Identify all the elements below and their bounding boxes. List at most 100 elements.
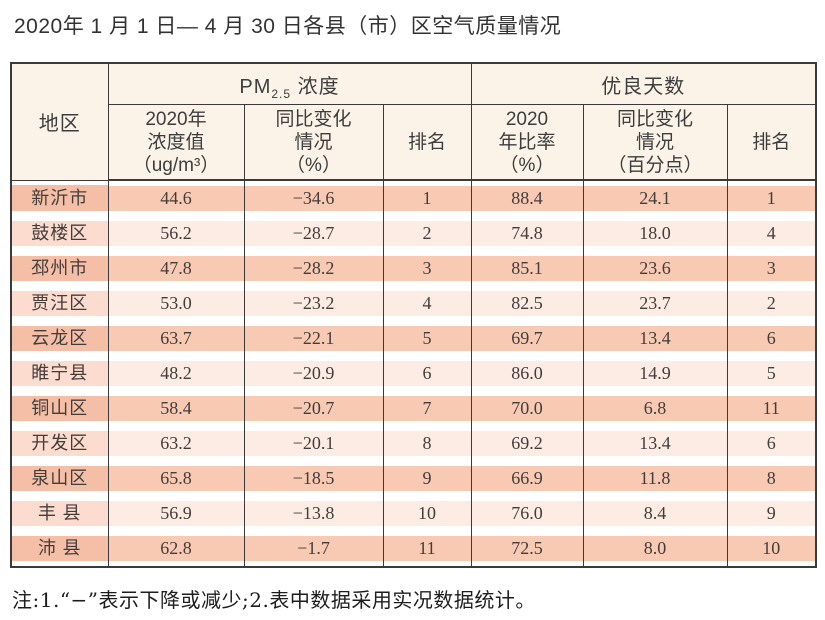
cell-good-rate: 69.7 xyxy=(470,321,584,356)
cell-good-change: 18.0 xyxy=(582,216,728,251)
cell-good-rate: 88.4 xyxy=(470,180,584,216)
cell-region: 泉山区 xyxy=(10,461,109,496)
cell-pm-change: −20.9 xyxy=(243,356,384,391)
cell-pm-rank: 10 xyxy=(382,496,472,531)
table-row: 沛 县 62.8 −1.7 11 72.5 8.0 10 xyxy=(10,531,817,567)
cell-good-change: 8.0 xyxy=(582,531,728,567)
cell-pm-change: −23.2 xyxy=(243,286,384,321)
table-row: 开发区 63.2 −20.1 8 69.2 13.4 6 xyxy=(10,426,817,461)
table-row: 贾汪区 53.0 −23.2 4 82.5 23.7 2 xyxy=(10,286,817,321)
cell-good-rank: 5 xyxy=(726,356,817,391)
cell-good-rate: 72.5 xyxy=(470,531,584,567)
cell-pm-change: −28.2 xyxy=(243,251,384,286)
cell-pm-rank: 8 xyxy=(382,426,472,461)
table-row: 邳州市 47.8 −28.2 3 85.1 23.6 3 xyxy=(10,251,817,286)
subheader-pm-yoy-change: 同比变化 情况 （%） xyxy=(243,104,384,181)
cell-pm-value: 56.9 xyxy=(107,496,245,531)
cell-pm-value: 62.8 xyxy=(107,531,245,567)
cell-region: 睢宁县 xyxy=(10,356,109,391)
cell-region: 丰 县 xyxy=(10,496,109,531)
cell-pm-value: 47.8 xyxy=(107,251,245,286)
cell-good-rank: 6 xyxy=(726,321,817,356)
cell-pm-change: −1.7 xyxy=(243,531,384,567)
cell-pm-rank: 3 xyxy=(382,251,472,286)
cell-region: 鼓楼区 xyxy=(10,216,109,251)
cell-pm-change: −13.8 xyxy=(243,496,384,531)
cell-good-rank: 11 xyxy=(726,391,817,426)
cell-pm-rank: 9 xyxy=(382,461,472,496)
cell-good-change: 24.1 xyxy=(582,180,728,216)
table-row: 睢宁县 48.2 −20.9 6 86.0 14.9 5 xyxy=(10,356,817,391)
cell-good-rate: 69.2 xyxy=(470,426,584,461)
cell-pm-rank: 7 xyxy=(382,391,472,426)
cell-pm-change: −22.1 xyxy=(243,321,384,356)
cell-pm-change: −34.6 xyxy=(243,180,384,216)
pm-label: PM xyxy=(239,75,272,98)
cell-pm-rank: 1 xyxy=(382,180,472,216)
cell-pm-rank: 5 xyxy=(382,321,472,356)
cell-region: 邳州市 xyxy=(10,251,109,286)
cell-pm-value: 63.2 xyxy=(107,426,245,461)
cell-good-rate: 85.1 xyxy=(470,251,584,286)
pm-label-suffix: 浓度 xyxy=(291,75,340,98)
cell-good-change: 13.4 xyxy=(582,321,728,356)
cell-pm-value: 56.2 xyxy=(107,216,245,251)
cell-good-change: 13.4 xyxy=(582,426,728,461)
cell-pm-rank: 4 xyxy=(382,286,472,321)
cell-pm-rank: 6 xyxy=(382,356,472,391)
cell-good-rate: 76.0 xyxy=(470,496,584,531)
table-row: 泉山区 65.8 −18.5 9 66.9 11.8 8 xyxy=(10,461,817,496)
cell-good-change: 14.9 xyxy=(582,356,728,391)
cell-pm-value: 65.8 xyxy=(107,461,245,496)
cell-pm-value: 53.0 xyxy=(107,286,245,321)
cell-region: 沛 县 xyxy=(10,531,109,567)
cell-pm-rank: 2 xyxy=(382,216,472,251)
subheader-good-yoy-change: 同比变化 情况 （百分点） xyxy=(582,104,728,181)
subheader-pm-rank: 排名 xyxy=(382,104,472,181)
cell-pm-rank: 11 xyxy=(382,531,472,567)
table-row: 丰 县 56.9 −13.8 10 76.0 8.4 9 xyxy=(10,496,817,531)
subheader-good-rate: 2020 年比率 （%） xyxy=(470,104,584,181)
cell-good-rank: 3 xyxy=(726,251,817,286)
cell-good-rank: 8 xyxy=(726,461,817,496)
cell-region: 开发区 xyxy=(10,426,109,461)
header-region: 地区 xyxy=(10,63,109,181)
table-row: 云龙区 63.7 −22.1 5 69.7 13.4 6 xyxy=(10,321,817,356)
cell-good-rank: 9 xyxy=(726,496,817,531)
cell-region: 贾汪区 xyxy=(10,286,109,321)
cell-good-change: 11.8 xyxy=(582,461,728,496)
cell-region: 新沂市 xyxy=(10,180,109,216)
cell-good-rate: 70.0 xyxy=(470,391,584,426)
cell-pm-value: 58.4 xyxy=(107,391,245,426)
group-header-row: 地区 PM2.5 浓度 优良天数 xyxy=(10,63,817,181)
header-good-days-group: 优良天数 xyxy=(470,63,817,105)
cell-good-change: 8.4 xyxy=(582,496,728,531)
table-row: 鼓楼区 56.2 −28.7 2 74.8 18.0 4 xyxy=(10,216,817,251)
cell-good-change: 23.7 xyxy=(582,286,728,321)
cell-good-change: 23.6 xyxy=(582,251,728,286)
cell-pm-value: 48.2 xyxy=(107,356,245,391)
cell-good-rate: 74.8 xyxy=(470,216,584,251)
cell-good-change: 6.8 xyxy=(582,391,728,426)
cell-pm-value: 63.7 xyxy=(107,321,245,356)
cell-pm-change: −28.7 xyxy=(243,216,384,251)
cell-good-rank: 1 xyxy=(726,180,817,216)
cell-good-rank: 2 xyxy=(726,286,817,321)
cell-pm-value: 44.6 xyxy=(107,180,245,216)
pm-subscript: 2.5 xyxy=(271,86,292,101)
air-quality-table: 地区 PM2.5 浓度 优良天数 2020年 浓度值 （ug/m³） 同比变化 … xyxy=(10,62,817,568)
cell-good-rate: 86.0 xyxy=(470,356,584,391)
table-row: 铜山区 58.4 −20.7 7 70.0 6.8 11 xyxy=(10,391,817,426)
cell-region: 云龙区 xyxy=(10,321,109,356)
page-title: 2020年 1 月 1 日— 4 月 30 日各县（市）区空气质量情况 xyxy=(14,15,562,38)
cell-good-rank: 4 xyxy=(726,216,817,251)
cell-good-rate: 82.5 xyxy=(470,286,584,321)
cell-pm-change: −20.1 xyxy=(243,426,384,461)
cell-pm-change: −20.7 xyxy=(243,391,384,426)
subheader-good-rank: 排名 xyxy=(726,104,817,181)
footnote: 注:1.“−”表示下降或减少;2.表中数据采用实况数据统计。 xyxy=(12,588,536,612)
cell-region: 铜山区 xyxy=(10,391,109,426)
subheader-pm-2020-value: 2020年 浓度值 （ug/m³） xyxy=(107,104,245,181)
cell-good-rank: 6 xyxy=(726,426,817,461)
